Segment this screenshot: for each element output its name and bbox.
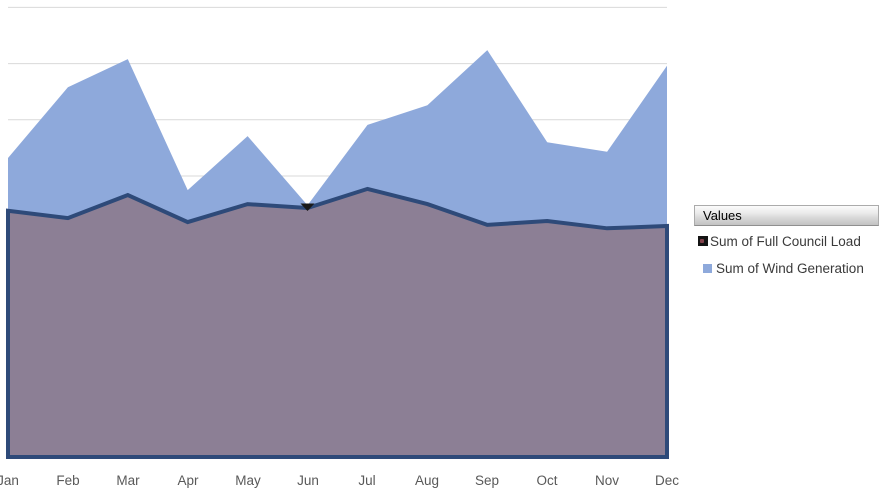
legend-label: Sum of Full Council Load	[710, 233, 861, 249]
x-axis-label: Aug	[414, 473, 440, 488]
x-axis-label: Jul	[358, 473, 376, 488]
load-series-swatch-icon	[698, 236, 708, 246]
x-axis-label: Dec	[654, 473, 679, 488]
x-axis-label: Sep	[474, 473, 500, 488]
x-axis-label: Apr	[177, 473, 199, 488]
x-axis-label: Oct	[536, 473, 558, 488]
legend-item-full-council-load[interactable]: Sum of Full Council Load	[698, 233, 861, 249]
x-axis-label: Feb	[56, 473, 80, 488]
full-council-load-area-series[interactable]	[6, 186, 669, 459]
legend-item-wind-generation[interactable]: Sum of Wind Generation	[703, 260, 864, 276]
values-field-button[interactable]: Values	[694, 205, 879, 226]
x-axis-label: Jan	[0, 473, 19, 488]
legend-label: Sum of Wind Generation	[716, 260, 864, 276]
wind-series-swatch-icon	[703, 263, 712, 273]
load-swatch-dot-icon	[700, 239, 704, 243]
x-axis-label: May	[235, 473, 261, 488]
x-axis-label: Mar	[116, 473, 140, 488]
x-axis-label: Nov	[594, 473, 619, 488]
series-intersection-notch	[300, 203, 315, 211]
x-axis-label: Jun	[297, 473, 319, 488]
